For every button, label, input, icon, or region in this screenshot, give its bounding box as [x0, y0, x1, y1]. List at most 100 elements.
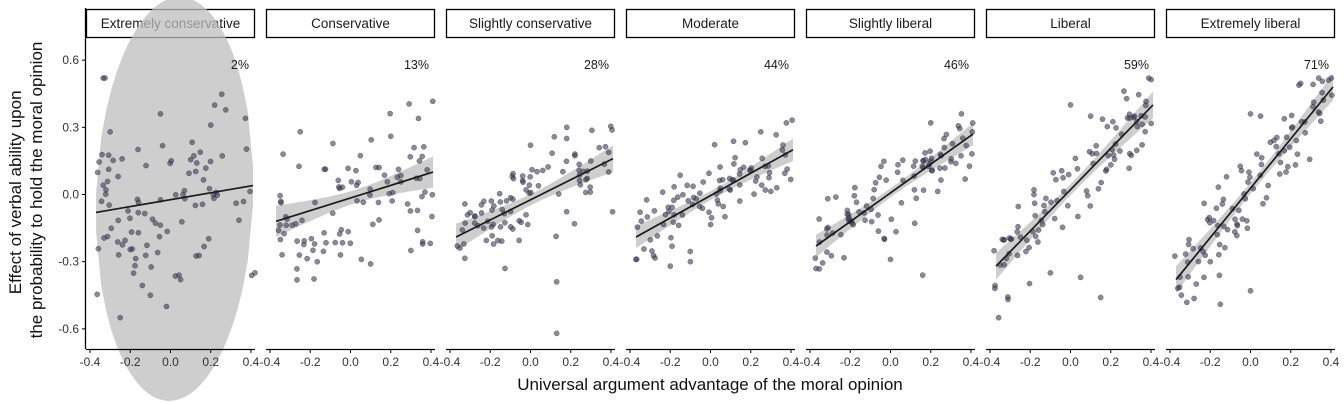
- data-point: [310, 247, 316, 254]
- data-point: [1247, 287, 1254, 294]
- data-point: [395, 166, 402, 173]
- data-point: [347, 240, 354, 247]
- data-point: [589, 127, 595, 134]
- data-point: [1139, 142, 1145, 148]
- data-point: [1126, 150, 1133, 157]
- data-point: [96, 159, 102, 165]
- x-tick-label: -0.2: [480, 355, 501, 369]
- data-point: [582, 189, 589, 196]
- data-point: [106, 202, 113, 208]
- x-tick-label: 0.4: [423, 355, 440, 369]
- data-point: [1026, 244, 1032, 251]
- data-point: [119, 155, 125, 162]
- data-point: [823, 225, 830, 232]
- data-point: [335, 177, 342, 184]
- data-point: [726, 186, 733, 193]
- data-point: [736, 198, 743, 204]
- data-point: [397, 172, 404, 179]
- data-point: [135, 146, 141, 153]
- data-point: [478, 210, 485, 216]
- data-point: [833, 194, 839, 200]
- data-point: [602, 143, 609, 150]
- data-point: [277, 192, 283, 199]
- data-point: [348, 178, 355, 185]
- data-point: [736, 182, 743, 188]
- data-point: [202, 165, 209, 171]
- data-point: [641, 246, 647, 252]
- data-point: [490, 241, 497, 247]
- data-point: [690, 183, 696, 190]
- data-point: [1084, 192, 1091, 199]
- data-point: [900, 177, 906, 184]
- data-point: [1133, 147, 1140, 154]
- data-point: [1245, 179, 1251, 185]
- data-point: [105, 152, 112, 159]
- data-point: [1233, 232, 1240, 239]
- data-point: [154, 249, 161, 256]
- data-point: [875, 228, 882, 234]
- data-point: [294, 266, 300, 272]
- percent-label: 59%: [1124, 58, 1149, 72]
- data-point: [420, 143, 427, 150]
- data-point: [186, 170, 192, 177]
- data-point: [963, 142, 970, 149]
- data-point: [720, 203, 726, 210]
- data-point: [1222, 244, 1228, 251]
- data-point: [773, 131, 780, 138]
- data-point: [233, 200, 239, 207]
- data-point: [529, 166, 535, 173]
- data-point: [899, 157, 906, 163]
- data-point: [199, 201, 206, 208]
- data-point: [308, 235, 315, 242]
- data-point: [1142, 102, 1149, 109]
- x-tick-label: -0.2: [120, 355, 141, 369]
- data-point: [1126, 111, 1133, 118]
- data-point: [301, 238, 308, 244]
- data-point: [1220, 196, 1227, 203]
- data-point: [1123, 95, 1130, 102]
- data-point: [1292, 162, 1299, 168]
- data-point: [553, 330, 560, 337]
- data-point: [948, 155, 955, 162]
- data-point: [422, 189, 428, 195]
- data-point: [1006, 235, 1013, 241]
- data-point: [519, 173, 526, 179]
- data-point: [722, 213, 728, 220]
- y-tick-label: -0.6: [58, 322, 79, 336]
- data-point: [1126, 165, 1132, 172]
- data-point: [1142, 114, 1149, 120]
- data-point: [1319, 78, 1326, 85]
- data-point: [211, 195, 217, 202]
- data-point: [773, 184, 780, 191]
- data-point: [1247, 174, 1253, 181]
- x-tick-label: -0.4: [440, 355, 461, 369]
- data-point: [240, 198, 247, 205]
- data-point: [242, 115, 249, 122]
- data-point: [1185, 241, 1192, 248]
- data-point: [329, 210, 336, 217]
- data-point: [1174, 285, 1181, 292]
- data-point: [928, 155, 935, 162]
- data-point: [922, 150, 928, 156]
- data-point: [172, 191, 179, 198]
- data-point: [1232, 216, 1238, 223]
- data-point: [368, 136, 375, 143]
- data-point: [462, 255, 468, 262]
- data-point: [1316, 110, 1323, 117]
- data-point: [938, 177, 944, 183]
- data-point: [1277, 159, 1284, 166]
- data-point: [1113, 125, 1119, 131]
- data-point: [883, 177, 890, 184]
- data-point: [711, 141, 718, 148]
- data-point: [1328, 92, 1335, 99]
- data-point: [516, 237, 522, 244]
- data-point: [467, 209, 474, 216]
- data-point: [354, 197, 360, 204]
- data-point: [495, 237, 501, 244]
- data-point: [1271, 137, 1277, 144]
- data-point: [1148, 76, 1155, 83]
- x-tick-label: 0.4: [783, 355, 800, 369]
- data-point: [200, 177, 207, 183]
- data-point: [141, 210, 148, 217]
- data-point: [1050, 169, 1057, 176]
